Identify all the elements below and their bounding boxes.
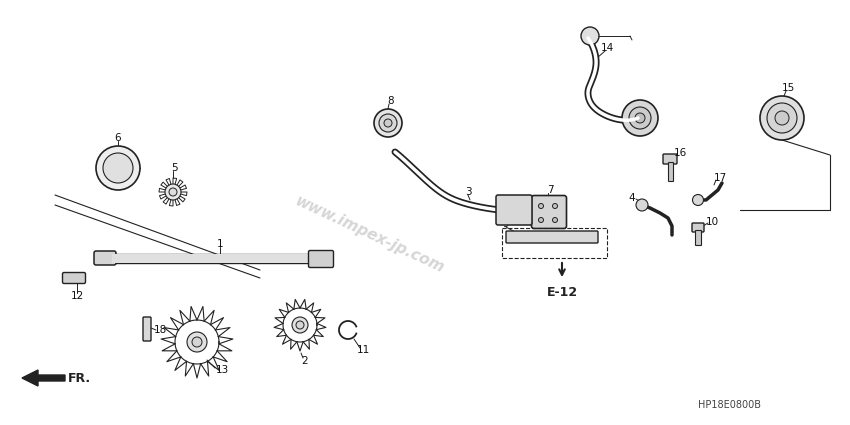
Circle shape: [693, 195, 704, 206]
Circle shape: [296, 321, 304, 329]
Circle shape: [539, 204, 543, 209]
Circle shape: [379, 114, 397, 132]
Text: 5: 5: [172, 163, 178, 173]
Circle shape: [192, 337, 202, 347]
Text: 9: 9: [502, 219, 509, 229]
Circle shape: [635, 113, 645, 123]
Circle shape: [622, 100, 658, 136]
Text: FR.: FR.: [68, 371, 91, 385]
FancyBboxPatch shape: [663, 154, 677, 164]
Text: 8: 8: [388, 96, 394, 106]
Circle shape: [581, 27, 599, 45]
Circle shape: [519, 213, 524, 218]
Text: 17: 17: [713, 173, 727, 183]
Circle shape: [629, 107, 651, 129]
Circle shape: [552, 204, 558, 209]
Text: www.impex-jp.com: www.impex-jp.com: [293, 194, 447, 276]
FancyBboxPatch shape: [63, 272, 86, 283]
Circle shape: [502, 199, 507, 204]
Circle shape: [96, 146, 140, 190]
Text: 6: 6: [115, 133, 122, 143]
Text: 14: 14: [600, 43, 614, 53]
Circle shape: [552, 218, 558, 223]
FancyBboxPatch shape: [506, 231, 598, 243]
Circle shape: [384, 119, 392, 127]
Text: 10: 10: [706, 217, 718, 227]
Circle shape: [103, 153, 133, 183]
FancyBboxPatch shape: [668, 162, 673, 181]
Circle shape: [539, 218, 543, 223]
FancyBboxPatch shape: [692, 223, 704, 232]
Bar: [112, 254, 312, 263]
FancyBboxPatch shape: [496, 195, 532, 225]
Circle shape: [374, 109, 402, 137]
FancyBboxPatch shape: [94, 251, 116, 265]
FancyBboxPatch shape: [143, 317, 151, 341]
Circle shape: [760, 96, 804, 140]
Circle shape: [502, 213, 507, 218]
Text: E-12: E-12: [547, 286, 577, 298]
FancyBboxPatch shape: [531, 196, 566, 229]
Text: 1: 1: [217, 239, 224, 249]
Text: 15: 15: [781, 83, 795, 93]
Text: 11: 11: [356, 345, 370, 355]
Text: 16: 16: [673, 148, 687, 158]
Bar: [502, 228, 607, 258]
Circle shape: [775, 111, 789, 125]
Text: 4: 4: [629, 193, 635, 203]
Polygon shape: [22, 370, 65, 386]
Circle shape: [165, 184, 181, 200]
Circle shape: [292, 317, 308, 333]
Text: 7: 7: [547, 185, 553, 195]
Circle shape: [519, 199, 524, 204]
FancyBboxPatch shape: [695, 230, 701, 246]
FancyBboxPatch shape: [309, 250, 333, 267]
Circle shape: [636, 199, 648, 211]
Text: 13: 13: [215, 365, 229, 375]
Text: 12: 12: [71, 291, 83, 301]
Text: 18: 18: [153, 325, 167, 335]
Circle shape: [169, 188, 177, 196]
Text: 2: 2: [302, 356, 309, 366]
Circle shape: [767, 103, 797, 133]
Circle shape: [187, 332, 207, 352]
Text: HP18E0800B: HP18E0800B: [699, 400, 762, 410]
Text: 3: 3: [465, 187, 471, 197]
